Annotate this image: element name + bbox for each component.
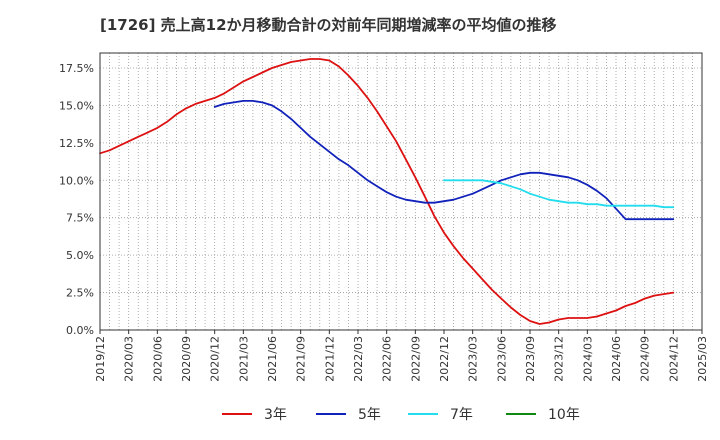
x-tick-label: 2020/06: [151, 336, 164, 382]
x-tick-label: 2019/12: [94, 336, 107, 382]
x-tick-label: 2023/06: [495, 336, 508, 382]
x-tick-label: 2024/12: [667, 336, 680, 382]
x-tick-label: 2021/03: [237, 336, 250, 382]
x-tick-label: 2022/09: [409, 336, 422, 382]
y-tick-label: 12.5%: [59, 137, 94, 150]
x-tick-label: 2021/09: [295, 336, 308, 382]
y-tick-label: 10.0%: [59, 174, 94, 187]
x-tick-label: 2024/06: [610, 336, 623, 382]
y-tick-labels: 0.0% 2.5% 5.0% 7.5% 10.0% 12.5% 15.0% 17.5%: [59, 62, 94, 337]
plot-frame: [99, 52, 703, 331]
legend-label-0: 3年: [264, 407, 287, 423]
y-tick-label: 2.5%: [66, 287, 94, 300]
x-tick-label: 2023/03: [467, 336, 480, 382]
y-tick-label: 5.0%: [66, 249, 94, 262]
series-line-0: [99, 58, 675, 325]
x-tick-label: 2021/06: [266, 336, 279, 382]
x-tick-label: 2021/12: [323, 336, 336, 382]
x-tick-label: 2020/09: [180, 336, 193, 382]
x-tick-label: 2020/12: [209, 336, 222, 382]
axes: [99, 52, 703, 334]
x-tick-label: 2020/03: [123, 336, 136, 382]
y-tick-label: 15.0%: [59, 99, 94, 112]
x-tick-label: 2024/03: [581, 336, 594, 382]
legend: 3年 5年 7年 10年: [222, 407, 580, 423]
series-layer: [99, 58, 675, 325]
chart-title: [1726] 売上高12か月移動合計の対前年同期増減率の平均値の推移: [100, 16, 557, 34]
legend-label-1: 5年: [358, 407, 381, 423]
y-tick-label: 7.5%: [66, 212, 94, 225]
x-tick-label: 2022/12: [438, 336, 451, 382]
legend-label-3: 10年: [548, 407, 580, 423]
series-line-2: [443, 179, 675, 209]
x-tick-labels: 2019/12 2020/03 2020/06 2020/09 2020/12 2021/…: [94, 336, 709, 382]
x-tick-label: 2022/03: [352, 336, 365, 382]
y-tick-label: 17.5%: [59, 62, 94, 75]
legend-label-2: 7年: [450, 407, 473, 423]
x-tick-label: 2024/09: [639, 336, 652, 382]
x-tick-label: 2025/03: [696, 336, 709, 382]
y-tick-label: 0.0%: [66, 324, 94, 337]
x-tick-label: 2022/06: [381, 336, 394, 382]
x-tick-label: 2023/09: [524, 336, 537, 382]
series-line-1: [213, 100, 675, 221]
grid-lines: [100, 53, 702, 330]
x-tick-label: 2023/12: [553, 336, 566, 382]
